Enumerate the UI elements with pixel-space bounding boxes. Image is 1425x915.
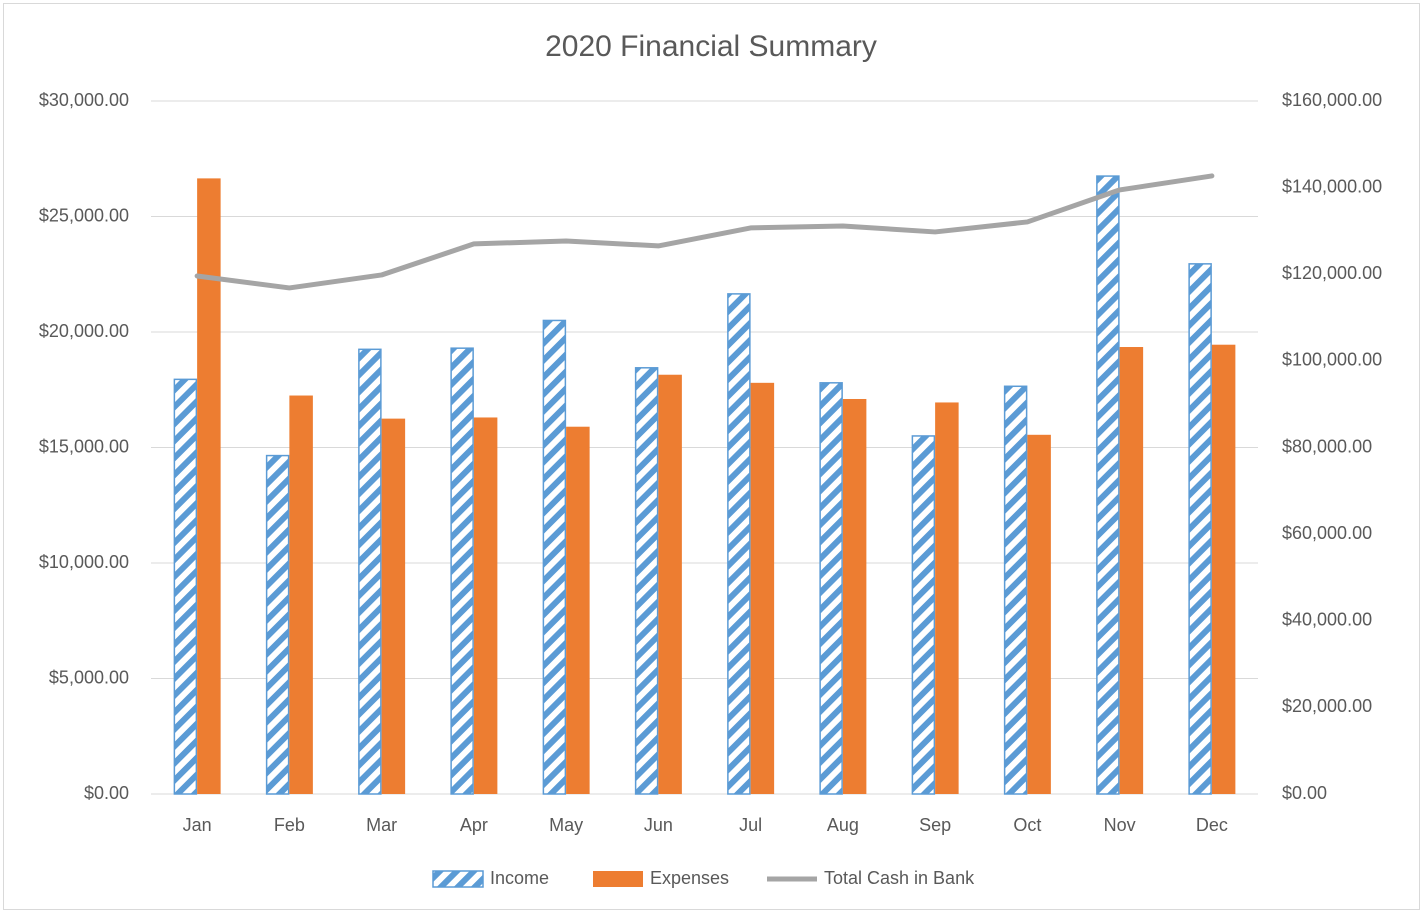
bar [473, 417, 498, 794]
y2-tick-label: $100,000.00 [1282, 350, 1382, 370]
bar [819, 382, 843, 795]
y2-tick-label: $160,000.00 [1282, 90, 1382, 110]
y-tick-label: $0.00 [84, 783, 129, 803]
y2-tick-label: $120,000.00 [1282, 263, 1382, 283]
line-series [194, 173, 1215, 291]
x-tick-label: Apr [460, 815, 488, 835]
bar [289, 395, 313, 794]
y-tick-label: $30,000.00 [39, 90, 129, 110]
bar [842, 398, 867, 794]
bar [1119, 347, 1144, 794]
chart-title: 2020 Financial Summary [545, 30, 877, 63]
bar [911, 435, 936, 795]
bar [197, 178, 221, 794]
legend-label: Total Cash in Bank [824, 868, 975, 888]
x-tick-label: Sep [919, 815, 951, 835]
x-tick-label: Aug [827, 815, 859, 835]
bar [265, 454, 290, 795]
y2-tick-label: $60,000.00 [1282, 523, 1372, 543]
bar [634, 367, 659, 795]
x-tick-label: Oct [1013, 815, 1041, 835]
y2-tick-label: $20,000.00 [1282, 696, 1372, 716]
x-tick-label: Jun [644, 815, 673, 835]
bar [727, 293, 751, 795]
bar [173, 378, 198, 795]
bar [358, 348, 382, 795]
y2-tick-label: $40,000.00 [1282, 610, 1372, 630]
bar [1003, 385, 1028, 795]
x-tick-label: Mar [366, 815, 397, 835]
chart-border [3, 3, 1420, 910]
legend-label: Expenses [650, 868, 729, 888]
bar [658, 374, 682, 794]
x-tick-label: May [549, 815, 583, 835]
y2-tick-label: $140,000.00 [1282, 176, 1382, 196]
bar [450, 347, 474, 795]
bar [542, 319, 567, 795]
bar [750, 382, 775, 794]
bar [1096, 175, 1120, 795]
legend-swatch [432, 870, 484, 888]
y2-tick-label: $0.00 [1282, 783, 1327, 803]
y-tick-label: $25,000.00 [39, 205, 129, 225]
y2-tick-label: $80,000.00 [1282, 436, 1372, 456]
bar [566, 426, 590, 794]
x-tick-label: Feb [274, 815, 305, 835]
bar [1188, 263, 1212, 795]
legend-label: Income [490, 868, 549, 888]
x-tick-label: Jul [739, 815, 762, 835]
y-tick-label: $20,000.00 [39, 321, 129, 341]
bar [1211, 344, 1236, 794]
bar [935, 402, 959, 794]
legend-swatch [593, 871, 643, 887]
y-tick-label: $15,000.00 [39, 436, 129, 456]
bar [381, 418, 406, 794]
x-tick-label: Dec [1196, 815, 1228, 835]
y-tick-label: $10,000.00 [39, 552, 129, 572]
bar [1027, 434, 1051, 794]
x-tick-label: Jan [183, 815, 212, 835]
y-tick-label: $5,000.00 [49, 667, 129, 687]
x-tick-label: Nov [1104, 815, 1136, 835]
